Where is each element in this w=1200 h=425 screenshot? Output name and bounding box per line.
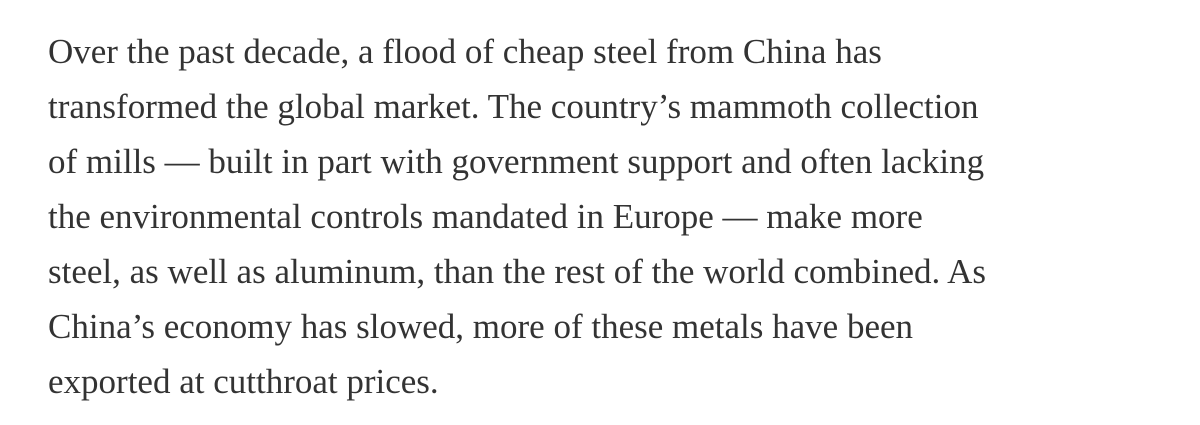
paragraph-line: China’s economy has slowed, more of thes… [48, 307, 914, 346]
paragraph-line: Over the past decade, a flood of cheap s… [48, 32, 882, 71]
paragraph-line: the environmental controls mandated in E… [48, 197, 923, 236]
article-paragraph: Over the past decade, a flood of cheap s… [48, 24, 986, 409]
paragraph-line: of mills — built in part with government… [48, 142, 985, 181]
paragraph-line: transformed the global market. The count… [48, 87, 979, 126]
paragraph-line: steel, as well as aluminum, than the res… [48, 252, 986, 291]
paragraph-line: exported at cutthroat prices. [48, 362, 439, 401]
